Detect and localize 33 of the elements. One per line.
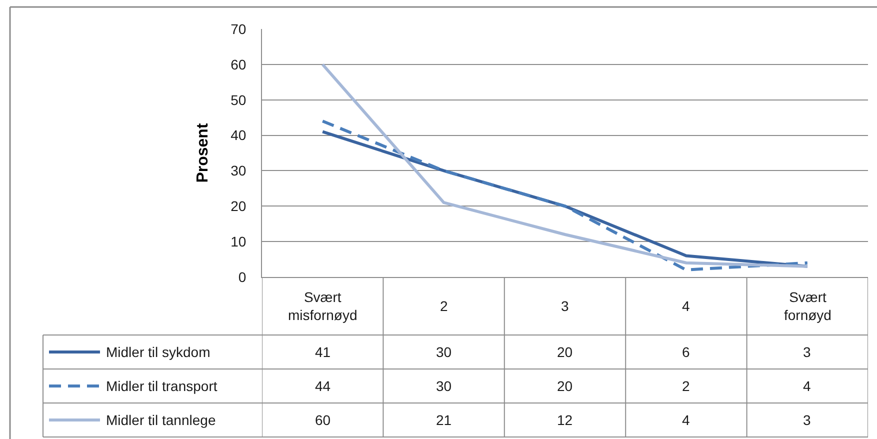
data-label: 4 xyxy=(682,412,690,428)
data-label: 2 xyxy=(682,378,690,394)
data-label: 20 xyxy=(557,378,573,394)
data-label: 20 xyxy=(557,344,573,360)
data-label: 30 xyxy=(436,378,452,394)
x-tick-label: Svært fornøyd xyxy=(784,289,832,324)
legend-label: Midler til sykdom xyxy=(106,344,210,360)
y-axis-title: Prosent xyxy=(194,122,212,183)
data-label: 6 xyxy=(682,344,690,360)
data-label: 4 xyxy=(803,378,811,394)
x-tick-label: Svært misfornøyd xyxy=(288,289,358,324)
data-label: 3 xyxy=(803,344,811,360)
x-tick-label: 4 xyxy=(682,298,690,314)
data-label: 60 xyxy=(315,412,331,428)
data-label: 41 xyxy=(315,344,331,360)
data-label: 44 xyxy=(315,378,331,394)
y-tick-label: 0 xyxy=(238,268,246,285)
data-label: 30 xyxy=(436,344,452,360)
y-tick-label: 30 xyxy=(230,162,246,179)
data-label: 12 xyxy=(557,412,573,428)
x-tick-label: 2 xyxy=(440,298,448,314)
y-tick-label: 70 xyxy=(230,20,246,37)
data-label: 21 xyxy=(436,412,452,428)
y-tick-label: 50 xyxy=(230,92,246,108)
y-tick-label: 20 xyxy=(230,198,246,214)
y-tick-label: 10 xyxy=(230,233,246,250)
legend-label: Midler til tannlege xyxy=(106,412,216,428)
line-series xyxy=(321,62,809,268)
data-label: 3 xyxy=(803,412,811,428)
y-tick-label: 40 xyxy=(230,127,246,144)
x-tick-label: 3 xyxy=(561,298,569,314)
legend-label: Midler til transport xyxy=(106,378,218,394)
y-tick-label: 60 xyxy=(230,56,246,72)
